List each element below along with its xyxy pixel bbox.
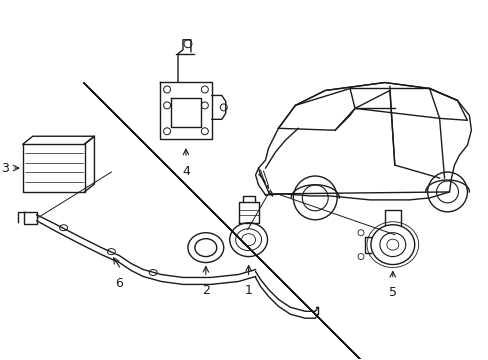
- Text: 3: 3: [1, 162, 9, 175]
- Text: 4: 4: [182, 165, 189, 178]
- Text: 2: 2: [202, 284, 209, 297]
- Text: 1: 1: [244, 284, 252, 297]
- Text: 5: 5: [388, 287, 396, 300]
- Text: 6: 6: [115, 278, 123, 291]
